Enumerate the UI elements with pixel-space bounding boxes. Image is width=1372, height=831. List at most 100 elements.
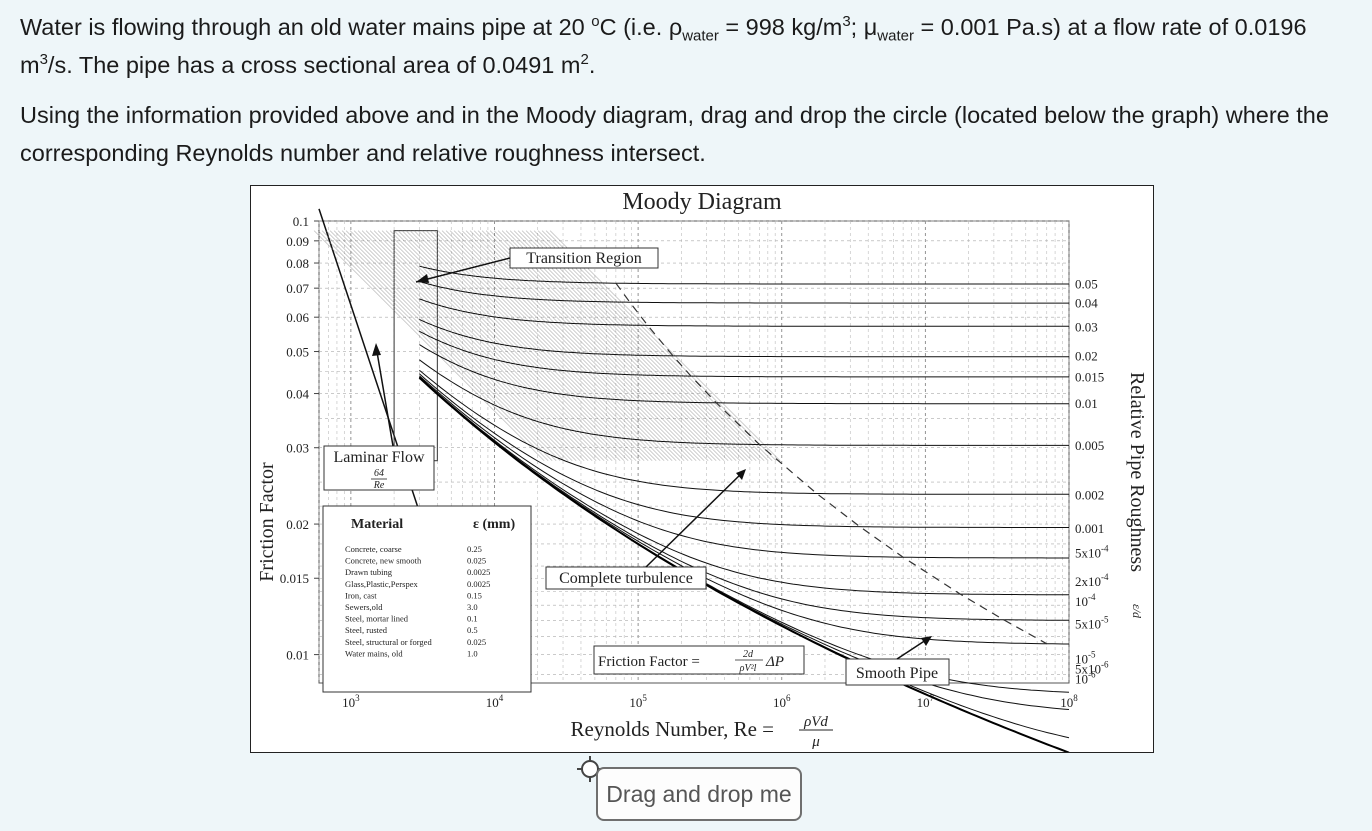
hatch-line [317, 230, 549, 461]
hatch-line [441, 230, 673, 461]
drag-circle[interactable] [575, 754, 605, 784]
x-tick-label: 106 [773, 693, 791, 710]
epsilon-header: ε (mm) [473, 517, 515, 532]
hatch-line [365, 230, 597, 461]
roughness-label: 0.04 [1075, 295, 1098, 310]
material-name: Water mains, old [345, 648, 403, 658]
complete-turbulence-box [545, 566, 707, 590]
roughness-curve [419, 265, 1069, 285]
friction-factor-frac-num: 2d [743, 649, 754, 660]
roughness-curve [419, 375, 1069, 559]
hatch-line [461, 230, 693, 461]
material-epsilon: 0.5 [467, 625, 478, 635]
x-axis-label: Reynolds Number, Re = [571, 717, 774, 741]
roughness-label: 5x10-4 [1075, 543, 1109, 560]
roughness-label: 5x10-5 [1075, 614, 1109, 631]
roughness-label: 5x10-6 [1075, 659, 1109, 676]
x-axis-formula-den: μ [811, 734, 820, 750]
hatch-line [353, 230, 585, 461]
y2-axis-label: Relative Pipe Roughness [1126, 372, 1148, 572]
hatch-line [333, 230, 565, 461]
y-tick-label: 0.05 [286, 345, 309, 360]
chart-title: Moody Diagram [622, 189, 782, 215]
hatch-line [501, 230, 733, 461]
roughness-curve [419, 298, 1069, 327]
material-epsilon: 3.0 [467, 602, 478, 612]
hatch-line [377, 230, 609, 461]
material-epsilon: 1.0 [467, 648, 478, 658]
roughness-label: 10-4 [1075, 592, 1096, 609]
hatch-line [489, 230, 721, 461]
hatch-line [493, 230, 725, 461]
x-tick-label: 105 [629, 693, 647, 710]
hatch-line [473, 230, 705, 461]
roughness-label: 10-6 [1075, 670, 1096, 687]
hatch-line [361, 230, 593, 461]
hatch-line [389, 230, 621, 461]
roughness-label: 0.02 [1075, 348, 1098, 363]
x-axis-formula-num: ρVd [803, 714, 828, 730]
roughness-curve [419, 281, 1069, 304]
hatch-line [385, 230, 617, 461]
roughness-curve [419, 344, 1069, 405]
hatch-line [457, 230, 689, 461]
laminar-formula-den: Re [373, 480, 385, 491]
material-name: Drawn tubing [345, 567, 393, 577]
y-tick-label: 0.04 [286, 387, 309, 402]
material-name: Sewers,old [345, 602, 383, 612]
material-name: Concrete, coarse [345, 544, 402, 554]
material-name: Steel, rusted [345, 625, 388, 635]
material-epsilon: 0.1 [467, 614, 478, 624]
drag-and-drop-button[interactable]: Drag and drop me [596, 767, 802, 821]
hatch-line [513, 230, 745, 461]
hatch-line [329, 230, 561, 461]
material-header: Material [351, 517, 403, 532]
laminar-arrow [375, 345, 394, 447]
laminar-flow-label: Laminar Flow [333, 449, 425, 466]
transition-region-label: Transition Region [526, 250, 641, 267]
move-target-icon[interactable] [575, 754, 605, 784]
hatch-line [433, 230, 665, 461]
hatch-line [325, 230, 557, 461]
material-epsilon: 0.25 [467, 544, 482, 554]
moody-diagram[interactable]: Moody Diagram 0.1 0.09 0.08 0.07 0.06 0.05 0.04… [250, 185, 1154, 753]
hatch-line [533, 230, 765, 461]
hatch-line [437, 230, 669, 461]
transition-arrow [415, 257, 511, 283]
hatch-line [421, 230, 653, 461]
roughness-curve [419, 318, 1069, 358]
turbulence-arrowhead [736, 469, 746, 480]
hatch-line [453, 230, 685, 461]
hatch-line [413, 230, 645, 461]
y-tick-label: 0.07 [286, 281, 309, 296]
hatch-line [469, 230, 701, 461]
friction-factor-label: Friction Factor = [598, 654, 700, 670]
hatch-line [537, 230, 769, 461]
roughness-curve [419, 373, 1069, 528]
material-name: Iron, cast [345, 590, 377, 600]
material-epsilon: 0.0025 [467, 567, 490, 577]
hatch-line [529, 230, 761, 461]
y-tick-label: 0.01 [286, 648, 309, 663]
roughness-label: 2x10-4 [1075, 572, 1109, 589]
laminar-flow-box [323, 445, 435, 491]
roughness-curve [419, 369, 1069, 495]
hatch-line [541, 230, 773, 461]
y-tick-label: 0.015 [280, 571, 309, 586]
x-tick-label: 107 [917, 693, 935, 710]
hatch-line [449, 230, 681, 461]
hatch-line [521, 230, 753, 461]
roughness-label: 0.001 [1075, 521, 1104, 536]
hatch-line [525, 230, 757, 461]
y-tick-label: 0.03 [286, 441, 309, 456]
friction-factor-suffix: ΔP [765, 654, 784, 670]
material-epsilon: 0.15 [467, 590, 482, 600]
hatch-line [477, 230, 709, 461]
smooth-pipe-arrowhead [921, 636, 932, 646]
roughness-curve [419, 330, 1069, 378]
friction-factor-box [593, 645, 805, 675]
hatch-line [517, 230, 749, 461]
y-tick-label: 0.02 [286, 517, 309, 532]
complete-turbulence-dashed-line [615, 282, 1048, 645]
hatch-line [465, 230, 697, 461]
